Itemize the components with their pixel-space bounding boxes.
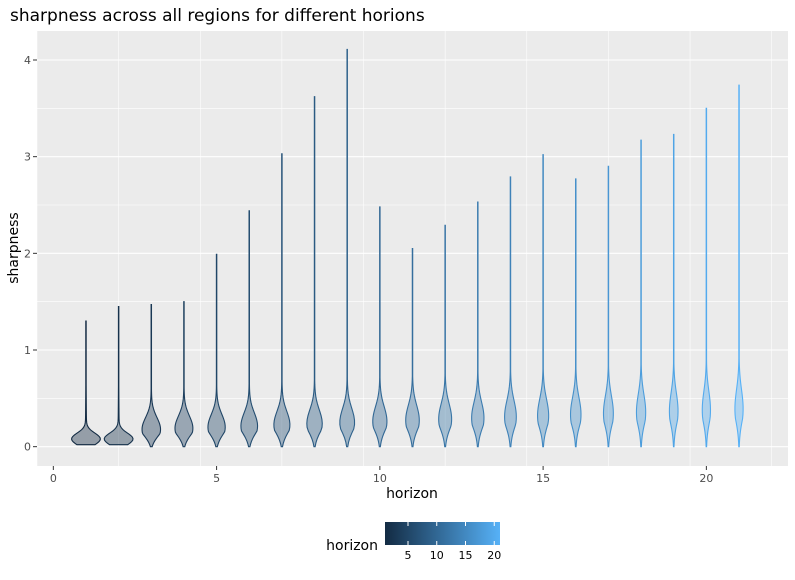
violin-horizon-2 [103, 305, 134, 446]
x-tick-label: 20 [699, 472, 713, 485]
x-axis: 0 5 10 15 20 [50, 466, 713, 485]
violin-horizon-16 [569, 178, 582, 448]
legend-tick-label: 10 [430, 549, 444, 562]
violin-horizon-3 [141, 304, 162, 448]
violin-horizon-10 [372, 206, 388, 448]
violin-horizon-6 [240, 210, 259, 448]
violin-horizon-19 [668, 133, 679, 448]
legend: horizon 5 10 15 20 [326, 522, 501, 562]
violin-horizon-11 [405, 247, 420, 448]
violin-horizon-20 [701, 107, 712, 448]
violin-horizon-18 [635, 139, 647, 448]
legend-title: horizon [326, 538, 378, 554]
violin-horizon-4 [174, 301, 194, 448]
violin-horizon-12 [438, 224, 453, 448]
legend-tick-label: 5 [405, 549, 412, 562]
violin-horizon-5 [207, 253, 226, 448]
violin-horizon-9 [339, 48, 356, 448]
x-tick-label: 0 [50, 472, 57, 485]
x-axis-title: horizon [386, 486, 438, 502]
y-tick-label: 4 [24, 54, 31, 67]
violins [71, 48, 744, 448]
violin-horizon-21 [734, 84, 744, 448]
violin-horizon-7 [273, 153, 291, 448]
legend-colorbar [385, 522, 500, 545]
legend-tick-label: 15 [459, 549, 473, 562]
y-tick-label: 1 [24, 344, 31, 357]
x-tick-label: 15 [536, 472, 550, 485]
chart-title: sharpness across all regions for differe… [10, 6, 425, 26]
legend-tick-label: 20 [487, 549, 501, 562]
violin-horizon-8 [306, 96, 323, 448]
violin-horizon-15 [537, 154, 550, 448]
violin-horizon-17 [602, 165, 614, 448]
violin-horizon-1 [71, 320, 101, 446]
y-axis: 0 1 2 3 4 [24, 54, 37, 454]
y-tick-label: 0 [24, 441, 31, 454]
x-tick-label: 5 [213, 472, 220, 485]
violin-horizon-14 [504, 176, 517, 448]
x-tick-label: 10 [373, 472, 387, 485]
y-tick-label: 3 [24, 151, 31, 164]
y-tick-label: 2 [24, 247, 31, 260]
y-axis-title: sharpness [6, 212, 22, 283]
violin-horizon-13 [471, 201, 485, 448]
